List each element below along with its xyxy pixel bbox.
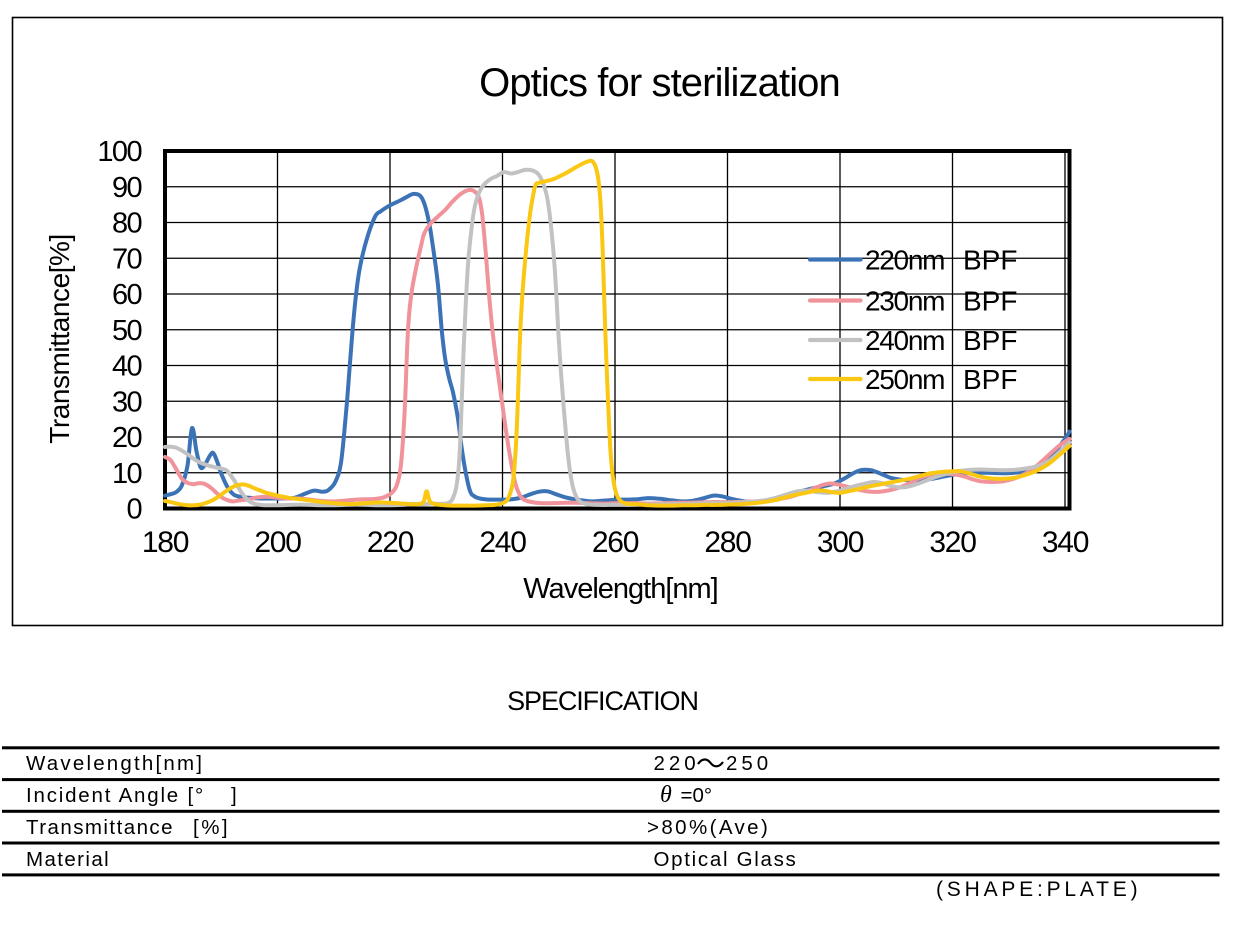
- svg-text:70: 70: [112, 243, 142, 275]
- svg-text:30: 30: [112, 386, 142, 418]
- svg-text:250: 250: [726, 752, 772, 775]
- svg-text:Incident Angle [°: Incident Angle [°: [26, 784, 205, 807]
- svg-text:240: 240: [479, 526, 526, 559]
- svg-text:20: 20: [112, 422, 142, 454]
- svg-text:300: 300: [817, 526, 864, 559]
- svg-text:320: 320: [929, 526, 976, 559]
- svg-text:Material: Material: [26, 848, 110, 871]
- svg-text:Optical Glass: Optical Glass: [654, 848, 798, 871]
- svg-text:(SHAPE:PLATE): (SHAPE:PLATE): [936, 878, 1141, 901]
- svg-text:θ =0°: θ =0°: [660, 782, 712, 808]
- svg-text:220: 220: [367, 526, 414, 559]
- svg-text:220: 220: [654, 752, 700, 775]
- svg-text:BPF: BPF: [963, 364, 1017, 395]
- svg-text:250nm: 250nm: [865, 364, 944, 395]
- svg-text:Wavelength[nm]: Wavelength[nm]: [523, 573, 717, 605]
- svg-text:100: 100: [97, 136, 141, 168]
- svg-text:240nm: 240nm: [865, 325, 944, 356]
- svg-text:BPF: BPF: [963, 325, 1017, 356]
- svg-text:0: 0: [126, 494, 141, 526]
- svg-text:40: 40: [112, 351, 142, 383]
- svg-text:Transmittance: Transmittance: [26, 816, 174, 839]
- svg-text:180: 180: [142, 526, 189, 559]
- svg-text:]: ]: [231, 784, 237, 807]
- svg-text:230nm: 230nm: [865, 285, 944, 316]
- svg-text:200: 200: [254, 526, 301, 559]
- svg-text:80: 80: [112, 208, 142, 240]
- svg-text:60: 60: [112, 279, 142, 311]
- svg-text:[%]: [%]: [193, 816, 230, 839]
- svg-text:Transmittance[%]: Transmittance[%]: [44, 234, 75, 444]
- svg-text:280: 280: [704, 526, 751, 559]
- svg-text:BPF: BPF: [963, 285, 1017, 316]
- svg-text:220nm: 220nm: [865, 244, 944, 275]
- svg-text:SPECIFICATION: SPECIFICATION: [507, 686, 698, 716]
- svg-text:340: 340: [1042, 526, 1089, 559]
- svg-text:>80%(Ave): >80%(Ave): [647, 816, 770, 839]
- svg-text:90: 90: [112, 172, 142, 204]
- svg-text:BPF: BPF: [963, 244, 1017, 275]
- svg-text:Optics for sterilization: Optics for sterilization: [479, 61, 840, 105]
- svg-text:10: 10: [112, 458, 142, 490]
- svg-text:260: 260: [592, 526, 639, 559]
- svg-text:Wavelength[nm]: Wavelength[nm]: [26, 752, 204, 775]
- svg-text:50: 50: [112, 315, 142, 347]
